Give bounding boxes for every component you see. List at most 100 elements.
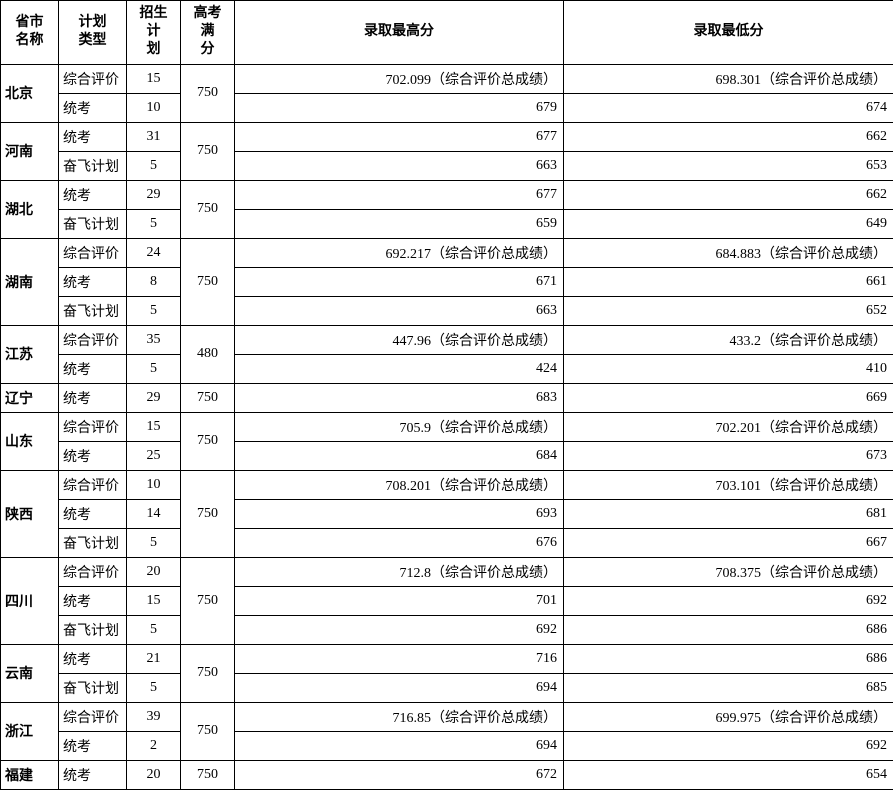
high-score-cell: 676: [235, 528, 564, 557]
plan-count-cell: 10: [127, 470, 181, 499]
table-row: 奋飞计划5 692686: [1, 615, 893, 644]
plan-type-cell: 统考: [59, 499, 127, 528]
province-cell: 江苏: [1, 325, 59, 383]
plan-count-cell: 10: [127, 93, 181, 122]
low-score-cell: 685: [564, 673, 893, 702]
table-row: 统考8671661: [1, 267, 893, 296]
table-row: 奋飞计划5676667: [1, 528, 893, 557]
admission-score-table: 省市名称 计划类型 招生计划 高考满分 录取最高分 录取最低分 北京综合评价15…: [0, 0, 893, 790]
full-score-cell: 750: [181, 760, 235, 789]
plan-count-cell: 2: [127, 731, 181, 760]
plan-type-cell: 统考: [59, 731, 127, 760]
table-row: 湖北统考29750677662: [1, 180, 893, 209]
plan-count-cell: 25: [127, 441, 181, 470]
full-score-cell: 750: [181, 383, 235, 412]
plan-count-cell: 5: [127, 673, 181, 702]
low-score-cell: 661: [564, 267, 893, 296]
low-score-cell: 669: [564, 383, 893, 412]
plan-type-cell: 综合评价: [59, 702, 127, 731]
table-row: 奋飞计划5 694685: [1, 673, 893, 702]
header-low-score: 录取最低分: [564, 1, 893, 65]
table-row: 河南统考31750677662: [1, 122, 893, 151]
high-score-cell: 663: [235, 151, 564, 180]
plan-count-cell: 5: [127, 615, 181, 644]
low-score-cell: 649: [564, 209, 893, 238]
high-score-cell: 712.8（综合评价总成绩）: [235, 557, 564, 586]
low-score-cell: 410: [564, 354, 893, 383]
high-score-cell: 671: [235, 267, 564, 296]
table-row: 奋飞计划5659649: [1, 209, 893, 238]
low-score-cell: 692: [564, 731, 893, 760]
plan-type-cell: 奋飞计划: [59, 209, 127, 238]
high-score-cell: 716.85（综合评价总成绩）: [235, 702, 564, 731]
plan-count-cell: 39: [127, 702, 181, 731]
province-cell: 北京: [1, 64, 59, 122]
plan-count-cell: 8: [127, 267, 181, 296]
low-score-cell: 699.975（综合评价总成绩）: [564, 702, 893, 731]
plan-type-cell: 统考: [59, 586, 127, 615]
plan-count-cell: 14: [127, 499, 181, 528]
plan-count-cell: 20: [127, 557, 181, 586]
low-score-cell: 433.2（综合评价总成绩）: [564, 325, 893, 354]
province-cell: 浙江: [1, 702, 59, 760]
plan-type-cell: 统考: [59, 122, 127, 151]
low-score-cell: 686: [564, 644, 893, 673]
low-score-cell: 654: [564, 760, 893, 789]
low-score-cell: 708.375（综合评价总成绩）: [564, 557, 893, 586]
header-plan-type: 计划类型: [59, 1, 127, 65]
table-row: 浙江综合评价39750716.85（综合评价总成绩）699.975（综合评价总成…: [1, 702, 893, 731]
low-score-cell: 698.301（综合评价总成绩）: [564, 64, 893, 93]
plan-type-cell: 统考: [59, 93, 127, 122]
table-row: 统考25 684673: [1, 441, 893, 470]
table-row: 统考14693681: [1, 499, 893, 528]
high-score-cell: 708.201（综合评价总成绩）: [235, 470, 564, 499]
plan-type-cell: 奋飞计划: [59, 615, 127, 644]
table-row: 统考15701692: [1, 586, 893, 615]
plan-count-cell: 24: [127, 238, 181, 267]
plan-type-cell: 综合评价: [59, 557, 127, 586]
table-row: 奋飞计划5663652: [1, 296, 893, 325]
plan-type-cell: 综合评价: [59, 470, 127, 499]
plan-type-cell: 统考: [59, 760, 127, 789]
low-score-cell: 674: [564, 93, 893, 122]
plan-count-cell: 5: [127, 528, 181, 557]
high-score-cell: 677: [235, 180, 564, 209]
plan-type-cell: 统考: [59, 441, 127, 470]
province-cell: 四川: [1, 557, 59, 644]
header-plan-count: 招生计划: [127, 1, 181, 65]
plan-count-cell: 5: [127, 209, 181, 238]
plan-count-cell: 35: [127, 325, 181, 354]
plan-type-cell: 统考: [59, 644, 127, 673]
high-score-cell: 692: [235, 615, 564, 644]
table-body: 北京综合评价15750702.099（综合评价总成绩）698.301（综合评价总…: [1, 64, 893, 789]
low-score-cell: 673: [564, 441, 893, 470]
table-row: 陕西综合评价10750708.201（综合评价总成绩）703.101（综合评价总…: [1, 470, 893, 499]
plan-count-cell: 15: [127, 586, 181, 615]
full-score-cell: 750: [181, 238, 235, 325]
table-row: 统考10 679674: [1, 93, 893, 122]
full-score-cell: 750: [181, 644, 235, 702]
full-score-cell: 750: [181, 470, 235, 557]
high-score-cell: 424: [235, 354, 564, 383]
plan-count-cell: 15: [127, 412, 181, 441]
high-score-cell: 684: [235, 441, 564, 470]
header-high-score: 录取最高分: [235, 1, 564, 65]
high-score-cell: 694: [235, 673, 564, 702]
low-score-cell: 686: [564, 615, 893, 644]
plan-type-cell: 综合评价: [59, 238, 127, 267]
plan-count-cell: 5: [127, 296, 181, 325]
province-cell: 山东: [1, 412, 59, 470]
high-score-cell: 679: [235, 93, 564, 122]
table-row: 湖南综合评价24750692.217（综合评价总成绩）684.883（综合评价总…: [1, 238, 893, 267]
low-score-cell: 684.883（综合评价总成绩）: [564, 238, 893, 267]
low-score-cell: 702.201（综合评价总成绩）: [564, 412, 893, 441]
table-row: 奋飞计划5663653: [1, 151, 893, 180]
full-score-cell: 750: [181, 180, 235, 238]
high-score-cell: 692.217（综合评价总成绩）: [235, 238, 564, 267]
plan-count-cell: 31: [127, 122, 181, 151]
plan-type-cell: 奋飞计划: [59, 673, 127, 702]
full-score-cell: 480: [181, 325, 235, 383]
low-score-cell: 652: [564, 296, 893, 325]
table-row: 福建统考20750672654: [1, 760, 893, 789]
table-row: 北京综合评价15750702.099（综合评价总成绩）698.301（综合评价总…: [1, 64, 893, 93]
